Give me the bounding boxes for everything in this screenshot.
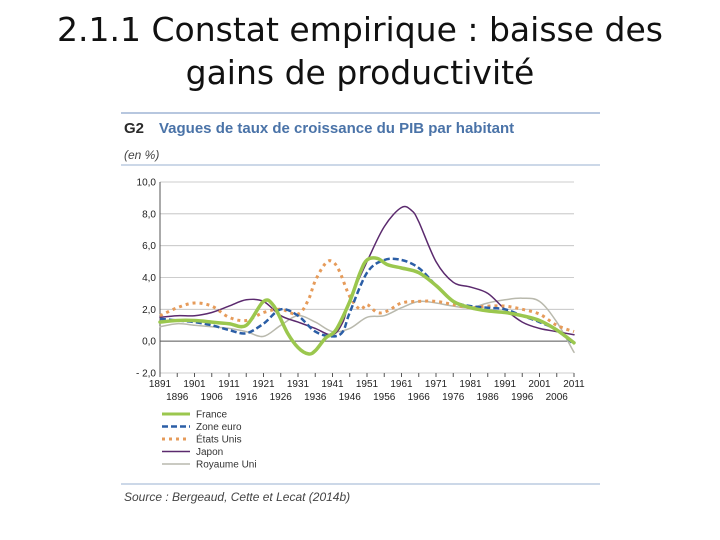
x-tick-label: 1906 (201, 392, 224, 403)
x-tick-label: 1961 (390, 379, 413, 390)
x-tick-label: 1921 (252, 379, 275, 390)
y-tick-label: 2,0 (142, 305, 156, 316)
y-tick-label: 6,0 (142, 241, 156, 252)
x-tick-label: 1936 (304, 392, 327, 403)
legend-label-zone-euro: Zone euro (196, 422, 242, 433)
x-tick-label: 1946 (339, 392, 362, 403)
legend-label-france: France (196, 410, 228, 421)
x-tick-label: 1991 (494, 379, 517, 390)
y-tick-label: 0,0 (142, 337, 156, 348)
x-tick-label: 2006 (546, 392, 569, 403)
slide-title-line-2: gains de productivité (185, 53, 535, 92)
x-tick-label: 1971 (425, 379, 448, 390)
chart-grid (160, 181, 574, 374)
x-tick-label: 1951 (356, 379, 379, 390)
x-tick-label: 1901 (183, 379, 206, 390)
x-tick-label: 2001 (528, 379, 551, 390)
figure-source: Source : Bergeaud, Cette et Lecat (2014b… (124, 490, 350, 504)
series-line-etats-unis (159, 259, 575, 334)
legend-label-royaume-uni: Royaume Uni (196, 460, 257, 471)
x-tick-label: 1956 (373, 392, 396, 403)
chart-series (158, 205, 576, 356)
x-tick-label: 1926 (270, 392, 293, 403)
figure-code: G2 (124, 120, 144, 137)
x-tick-label: 1981 (459, 379, 482, 390)
y-tick-label: 10,0 (137, 178, 157, 189)
figure-unit: (en %) (124, 148, 159, 162)
x-tick-label: 1976 (442, 392, 465, 403)
series-line-zone-euro (159, 257, 575, 346)
series-line-france (158, 256, 576, 356)
legend-label-japon: Japon (196, 447, 223, 458)
y-tick-label: - 2,0 (136, 369, 156, 380)
y-tick-label: 8,0 (142, 209, 156, 220)
x-tick-label: 1891 (149, 379, 172, 390)
slide-title: 2.1.1 Constat empirique : baisse des gai… (0, 8, 720, 94)
x-tick-label: 1966 (408, 392, 431, 403)
figure-title: Vagues de taux de croissance du PIB par … (159, 120, 514, 137)
x-tick-label: 1931 (287, 379, 310, 390)
x-tick-label: 1941 (321, 379, 344, 390)
x-tick-label: 2011 (563, 379, 585, 390)
x-tick-label: 1916 (235, 392, 258, 403)
series-line-japon (159, 205, 575, 336)
y-tick-label: 4,0 (142, 273, 156, 284)
x-tick-label: 1896 (166, 392, 189, 403)
legend-label-etats-unis: États Unis (196, 433, 242, 446)
x-tick-label: 1996 (511, 392, 534, 403)
series-line-royaume-uni (159, 297, 575, 354)
x-tick-label: 1986 (477, 392, 500, 403)
x-tick-label: 1911 (218, 379, 240, 390)
slide-title-line-1: 2.1.1 Constat empirique : baisse des (57, 10, 663, 49)
